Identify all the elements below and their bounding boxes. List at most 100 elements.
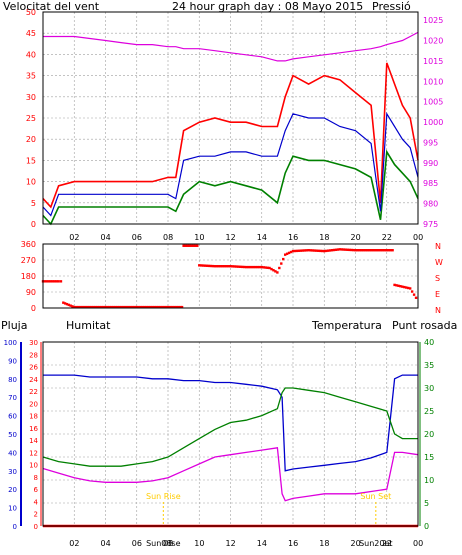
direction-point <box>223 265 226 268</box>
pressure-y-tick: 990 <box>423 159 438 168</box>
direction-point <box>110 305 113 309</box>
direction-point <box>403 285 406 289</box>
direction-point <box>354 249 357 252</box>
direction-point <box>340 248 344 251</box>
direction-point <box>198 264 201 267</box>
direction-point <box>75 305 78 309</box>
direction-point <box>371 249 375 252</box>
wind-x-tick: 20 <box>351 233 361 242</box>
direction-point <box>274 270 277 273</box>
direction-point <box>344 248 347 251</box>
direction-point <box>375 249 379 252</box>
direction-point <box>383 249 386 252</box>
direction-point <box>65 302 69 306</box>
direction-point <box>201 264 205 267</box>
direction-point <box>272 269 275 272</box>
direction-point <box>391 249 394 252</box>
sunset-label: Sun Set <box>360 492 391 501</box>
temp-y-tick: 30 <box>424 384 434 393</box>
direction-point <box>346 248 349 251</box>
rain-y-tick: 60 <box>8 413 17 421</box>
humidity-y-tick: 16 <box>29 425 38 433</box>
direction-point <box>350 248 353 252</box>
rain-y-tick: 0 <box>13 523 17 531</box>
direction-point <box>92 305 95 309</box>
thp-x-tick: 22 <box>382 539 392 548</box>
direction-point <box>309 249 312 252</box>
direction-point <box>252 265 256 269</box>
direction-point <box>268 266 271 270</box>
direction-point <box>155 305 158 309</box>
direction-point <box>395 284 398 287</box>
direction-point <box>229 265 232 268</box>
direction-point <box>106 305 109 309</box>
direction-point <box>367 249 371 252</box>
direction-point <box>266 266 269 269</box>
humidity-y-tick: 6 <box>34 486 39 494</box>
direction-point <box>166 305 170 309</box>
direction-point <box>186 244 189 247</box>
direction-point <box>94 305 97 309</box>
wind-x-tick: 04 <box>101 233 111 242</box>
rain-y-tick: 50 <box>8 431 17 439</box>
humidity-y-tick: 4 <box>34 498 39 506</box>
humidity-y-tick: 12 <box>29 449 38 457</box>
direction-point <box>399 285 402 288</box>
pressure-y-tick: 975 <box>423 220 438 229</box>
thp-x-tick: 08 <box>163 539 173 548</box>
direction-point <box>129 305 133 309</box>
pressure-y-tick: 995 <box>423 138 438 147</box>
wind-x-tick: 18 <box>319 233 329 242</box>
direction-point <box>86 305 90 309</box>
direction-point <box>217 265 220 268</box>
direction-point <box>170 305 174 309</box>
direction-plot-frame <box>42 243 419 309</box>
pressure-label: Pressió <box>372 0 411 13</box>
direction-point <box>205 264 209 267</box>
pressure-y-tick: 1000 <box>423 118 443 127</box>
direction-point <box>342 248 345 251</box>
thp-x-tick: 20 <box>351 539 361 548</box>
humidity-y-tick: 22 <box>29 388 38 396</box>
temp-y-tick: 35 <box>424 361 434 370</box>
temp-y-tick: 25 <box>424 407 434 416</box>
compass-letter: E <box>435 290 440 299</box>
direction-point <box>387 249 390 252</box>
humidity-y-tick: 28 <box>29 351 38 359</box>
direction-point <box>211 264 215 268</box>
direction-point <box>43 280 47 283</box>
direction-point <box>100 305 103 309</box>
direction-point <box>323 249 326 253</box>
direction-point <box>315 249 318 252</box>
dir-y-tick: 180 <box>21 272 36 281</box>
direction-point <box>352 248 355 252</box>
direction-point <box>215 265 219 268</box>
direction-point <box>175 305 178 309</box>
direction-point <box>325 249 328 253</box>
sunrise-label: Sun Rise <box>146 492 181 501</box>
direction-point <box>293 249 297 253</box>
direction-point <box>192 244 195 247</box>
direction-point <box>264 266 267 269</box>
direction-point <box>151 305 154 309</box>
direction-point <box>311 249 314 252</box>
direction-point <box>139 305 142 309</box>
direction-point <box>82 305 86 309</box>
temp-y-tick: 15 <box>424 453 434 462</box>
sun-time-mark: Sun08se <box>146 539 181 548</box>
wind-y-tick: 5 <box>31 199 36 208</box>
wind-y-tick: 25 <box>26 114 36 123</box>
direction-point <box>117 305 121 309</box>
direction-point <box>123 305 127 309</box>
direction-point <box>258 265 261 269</box>
direction-point <box>147 305 150 309</box>
rain-label: Pluja <box>1 319 28 332</box>
direction-point <box>289 250 293 254</box>
direction-point <box>239 265 242 268</box>
direction-point <box>287 251 291 255</box>
rain-y-tick: 20 <box>8 486 17 494</box>
direction-point <box>76 305 80 309</box>
temp-y-tick: 20 <box>424 430 434 439</box>
dir-y-tick: 0 <box>31 304 36 313</box>
direction-point <box>141 305 144 309</box>
